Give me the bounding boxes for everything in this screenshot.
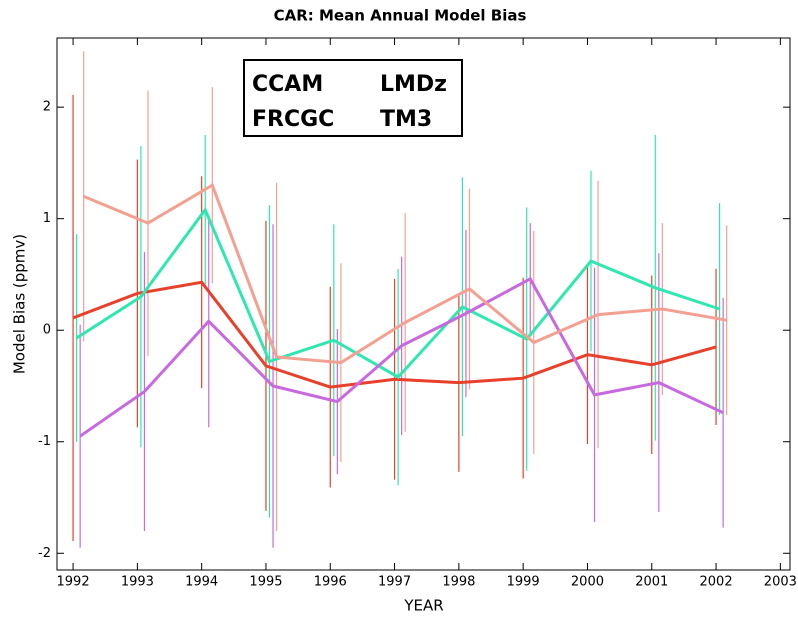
x-tick-label: 1995 [249, 575, 282, 590]
series-line [79, 276, 724, 438]
chart-title: CAR: Mean Annual Model Bias [274, 7, 527, 25]
x-tick-label: 2001 [635, 575, 668, 590]
y-tick-label: 0 [43, 323, 51, 338]
x-tick-label: 2000 [571, 575, 604, 590]
legend-label: CCAM [252, 72, 323, 97]
x-tick-label: 1999 [507, 575, 540, 590]
y-tick-label: 2 [43, 100, 51, 115]
x-tick-label: 1996 [314, 575, 347, 590]
x-tick-label: 1993 [121, 575, 154, 590]
legend-label: TM3 [380, 107, 432, 132]
x-tick-label: 2002 [700, 575, 733, 590]
x-axis-label: YEAR [403, 597, 443, 615]
x-tick-label: 1992 [57, 575, 90, 590]
x-tick-label: 1994 [185, 575, 218, 590]
x-tick-label: 1998 [442, 575, 475, 590]
legend-label: LMDz [380, 72, 447, 97]
x-tick-label: 1997 [378, 575, 411, 590]
y-axis-label: Model Bias (ppmv) [11, 234, 29, 374]
x-tick-label: 2003 [764, 575, 797, 590]
y-tick-label: -1 [38, 434, 51, 449]
y-tick-label: -2 [38, 546, 51, 561]
legend-box [243, 59, 463, 137]
series-line [72, 280, 717, 389]
plot-frame [56, 37, 791, 571]
y-tick-label: 1 [43, 211, 51, 226]
legend-label: FRCGC [252, 107, 334, 132]
series-line [75, 206, 721, 379]
series-line [83, 183, 727, 365]
